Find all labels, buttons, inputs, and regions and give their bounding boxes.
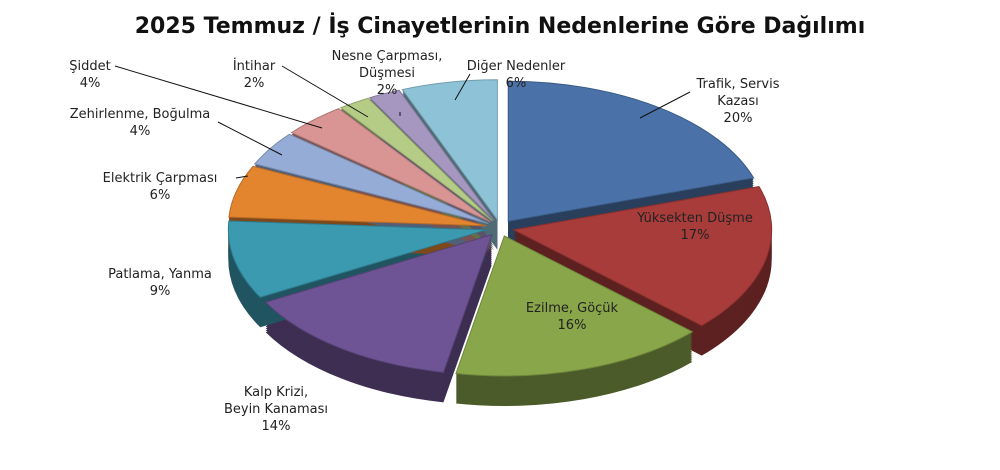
slice-name: Nesne Çarpması, Düşmesi: [331, 49, 443, 81]
leader-line: [639, 91, 691, 119]
slice-name: Patlama, Yanma: [108, 267, 212, 282]
data-label: Kalp Krizi, Beyin Kanaması 14%: [224, 384, 328, 435]
slice-value: 2%: [243, 76, 265, 91]
slice-value: 2%: [376, 83, 398, 98]
slice: [368, 89, 495, 221]
data-label: Patlama, Yanma 9%: [108, 266, 212, 300]
slice-value: 6%: [505, 76, 527, 91]
slice: [455, 235, 694, 377]
slice-value: 14%: [261, 419, 291, 434]
slice-value: 4%: [79, 76, 101, 91]
data-label: Yüksekten Düşme 17%: [637, 210, 753, 244]
chart-title: 2025 Temmuz / İş Cinayetlerinin Nedenler…: [134, 14, 866, 39]
leader-line: [454, 73, 471, 101]
slice-value: 17%: [680, 228, 710, 243]
slice-name: Zehirlenme, Boğulma: [69, 107, 211, 122]
data-label: İntihar 2%: [233, 58, 275, 92]
slice-name: Yüksekten Düşme: [637, 211, 753, 226]
slice-name: Elektrik Çarpması: [102, 171, 218, 186]
slice-value: 6%: [149, 188, 171, 203]
slice: [290, 108, 491, 223]
data-label: Şiddet 4%: [69, 58, 110, 92]
data-label: Zehirlenme, Boğulma 4%: [70, 106, 210, 140]
slice-name: İntihar: [232, 59, 276, 74]
data-label: Trafik, Servis Kazası 20%: [697, 76, 780, 127]
leader-line: [281, 65, 369, 118]
slice-name: Trafik, Servis Kazası: [696, 77, 780, 109]
data-label: Nesne Çarpması, Düşmesi 2%: [332, 48, 443, 99]
slice-name: Kalp Krizi, Beyin Kanaması: [223, 385, 329, 417]
slice-value: 20%: [723, 111, 753, 126]
slice: [401, 79, 498, 222]
slice-name: Diğer Nedenler: [466, 59, 566, 74]
slice-name: Şiddet: [69, 59, 111, 74]
slice-name: Ezilme, Göçük: [525, 301, 619, 316]
data-label: Elektrik Çarpması 6%: [103, 170, 218, 204]
slice-value: 4%: [129, 124, 151, 139]
data-label: Diğer Nedenler 6%: [467, 58, 566, 92]
slice-value: 9%: [149, 284, 171, 299]
slice: [339, 97, 493, 222]
leader-line: [114, 65, 323, 129]
data-label: Ezilme, Göçük 16%: [526, 300, 618, 334]
slice: [227, 220, 487, 298]
leader-line: [217, 121, 283, 156]
slice: [512, 186, 773, 327]
slice: [264, 234, 493, 373]
slice: [228, 165, 487, 227]
leader-line: [235, 175, 249, 179]
slice-value: 16%: [557, 318, 587, 333]
